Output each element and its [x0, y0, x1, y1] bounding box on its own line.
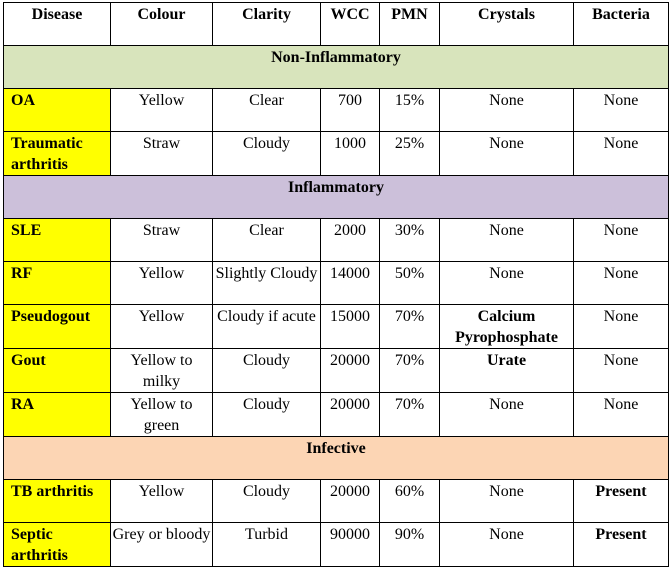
disease-cell: OA [3, 88, 111, 132]
table-row: Traumatic arthritis Straw Cloudy 1000 25… [3, 131, 669, 176]
table-row: RF Yellow Slightly Cloudy 14000 50% None… [3, 261, 669, 305]
pmn-cell: 90% [379, 522, 440, 567]
disease-cell: Traumatic arthritis [3, 131, 111, 176]
pmn-cell: 70% [379, 348, 440, 393]
wcc-cell: 20000 [320, 479, 380, 523]
table-row: RA Yellow to green Cloudy 20000 70% None… [3, 392, 669, 437]
table-row: Gout Yellow to milky Cloudy 20000 70% Ur… [3, 348, 669, 393]
wcc-cell: 20000 [320, 392, 380, 437]
clarity-cell: Cloudy [212, 479, 321, 523]
bacteria-cell: Present [573, 522, 669, 567]
crystals-cell: None [439, 392, 574, 437]
colour-cell: Yellow [110, 479, 213, 523]
disease-cell: TB arthritis [3, 479, 111, 523]
table-row: OA Yellow Clear 700 15% None None [3, 88, 669, 132]
table-row: Septic arthritis Grey or bloody Turbid 9… [3, 522, 669, 567]
pmn-cell: 15% [379, 88, 440, 132]
clarity-cell: Turbid [212, 522, 321, 567]
clarity-cell: Cloudy [212, 348, 321, 393]
bacteria-cell: None [573, 261, 669, 305]
pmn-cell: 70% [379, 392, 440, 437]
colour-cell: Grey or bloody [110, 522, 213, 567]
section-header-non-inflammatory: Non-Inflammatory [3, 45, 669, 89]
crystals-cell: Calcium Pyrophosphate [439, 304, 574, 349]
clarity-cell: Cloudy [212, 131, 321, 176]
pmn-cell: 25% [379, 131, 440, 176]
crystals-cell: None [439, 522, 574, 567]
header-crystals: Crystals [439, 2, 574, 46]
table-row: TB arthritis Yellow Cloudy 20000 60% Non… [3, 479, 669, 523]
header-pmn: PMN [379, 2, 440, 46]
colour-cell: Yellow [110, 304, 213, 349]
header-bacteria: Bacteria [573, 2, 669, 46]
bacteria-cell: None [573, 304, 669, 349]
section-title: Non-Inflammatory [3, 45, 669, 89]
bacteria-cell: None [573, 348, 669, 393]
crystals-cell: None [439, 218, 574, 262]
colour-cell: Yellow to green [110, 392, 213, 437]
colour-cell: Straw [110, 218, 213, 262]
disease-cell: Gout [3, 348, 111, 393]
colour-cell: Yellow [110, 88, 213, 132]
crystals-cell: Urate [439, 348, 574, 393]
colour-cell: Straw [110, 131, 213, 176]
header-disease: Disease [3, 2, 111, 46]
clarity-cell: Clear [212, 218, 321, 262]
wcc-cell: 2000 [320, 218, 380, 262]
wcc-cell: 1000 [320, 131, 380, 176]
wcc-cell: 20000 [320, 348, 380, 393]
wcc-cell: 700 [320, 88, 380, 132]
header-clarity: Clarity [212, 2, 321, 46]
wcc-cell: 14000 [320, 261, 380, 305]
clarity-cell: Cloudy if acute [212, 304, 321, 349]
section-header-infective: Infective [3, 436, 669, 480]
table-row: Pseudogout Yellow Cloudy if acute 15000 … [3, 304, 669, 349]
bacteria-cell: None [573, 131, 669, 176]
wcc-cell: 90000 [320, 522, 380, 567]
colour-cell: Yellow [110, 261, 213, 305]
wcc-cell: 15000 [320, 304, 380, 349]
bacteria-cell: None [573, 88, 669, 132]
pmn-cell: 50% [379, 261, 440, 305]
crystals-cell: None [439, 261, 574, 305]
pmn-cell: 30% [379, 218, 440, 262]
disease-cell: RF [3, 261, 111, 305]
pmn-cell: 70% [379, 304, 440, 349]
section-header-inflammatory: Inflammatory [3, 175, 669, 219]
crystals-cell: None [439, 131, 574, 176]
synovial-fluid-table: Disease Colour Clarity WCC PMN Crystals … [3, 2, 669, 567]
header-colour: Colour [110, 2, 213, 46]
pmn-cell: 60% [379, 479, 440, 523]
clarity-cell: Slightly Cloudy [212, 261, 321, 305]
bacteria-cell: Present [573, 479, 669, 523]
disease-cell: Septic arthritis [3, 522, 111, 567]
disease-cell: RA [3, 392, 111, 437]
disease-cell: Pseudogout [3, 304, 111, 349]
bacteria-cell: None [573, 392, 669, 437]
bacteria-cell: None [573, 218, 669, 262]
clarity-cell: Cloudy [212, 392, 321, 437]
header-row: Disease Colour Clarity WCC PMN Crystals … [3, 2, 669, 46]
disease-cell: SLE [3, 218, 111, 262]
header-wcc: WCC [320, 2, 380, 46]
section-title: Infective [3, 436, 669, 480]
section-title: Inflammatory [3, 175, 669, 219]
crystals-cell: None [439, 88, 574, 132]
table-row: SLE Straw Clear 2000 30% None None [3, 218, 669, 262]
crystals-cell: None [439, 479, 574, 523]
colour-cell: Yellow to milky [110, 348, 213, 393]
clarity-cell: Clear [212, 88, 321, 132]
